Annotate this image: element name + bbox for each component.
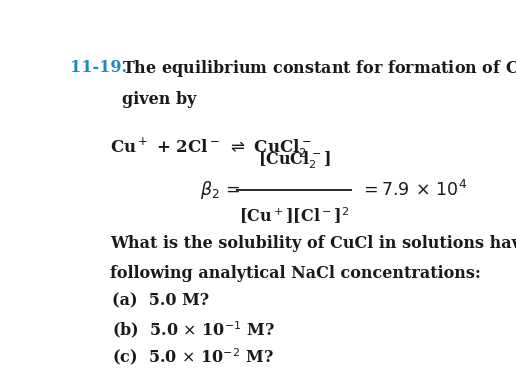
Text: 11-19.: 11-19. — [71, 58, 127, 75]
Text: following analytical NaCl concentrations:: following analytical NaCl concentrations… — [110, 265, 481, 282]
Text: [Cu$^+$][Cl$^-$]$^2$: [Cu$^+$][Cl$^-$]$^2$ — [239, 205, 350, 226]
Text: [CuCl$_2^-$]: [CuCl$_2^-$] — [258, 150, 331, 171]
Text: What is the solubility of CuCl in solutions having the: What is the solubility of CuCl in soluti… — [110, 235, 516, 252]
Text: $= 7.9\,\times\,10^4$: $= 7.9\,\times\,10^4$ — [361, 180, 467, 200]
Text: The equilibrium constant for formation of CuCl$_2^-$ is: The equilibrium constant for formation o… — [122, 58, 516, 80]
Text: (c)  5.0 $\times$ 10$^{-2}$ M?: (c) 5.0 $\times$ 10$^{-2}$ M? — [112, 346, 274, 367]
Text: given by: given by — [122, 91, 197, 108]
Text: $\beta_2\,=$: $\beta_2\,=$ — [200, 179, 240, 201]
Text: (b)  5.0 $\times$ 10$^{-1}$ M?: (b) 5.0 $\times$ 10$^{-1}$ M? — [112, 319, 276, 340]
Text: (a)  5.0 M?: (a) 5.0 M? — [112, 292, 209, 309]
Text: Cu$^+$ + 2Cl$^-$ $\rightleftharpoons$ CuCl$_2^-$: Cu$^+$ + 2Cl$^-$ $\rightleftharpoons$ Cu… — [110, 135, 312, 160]
